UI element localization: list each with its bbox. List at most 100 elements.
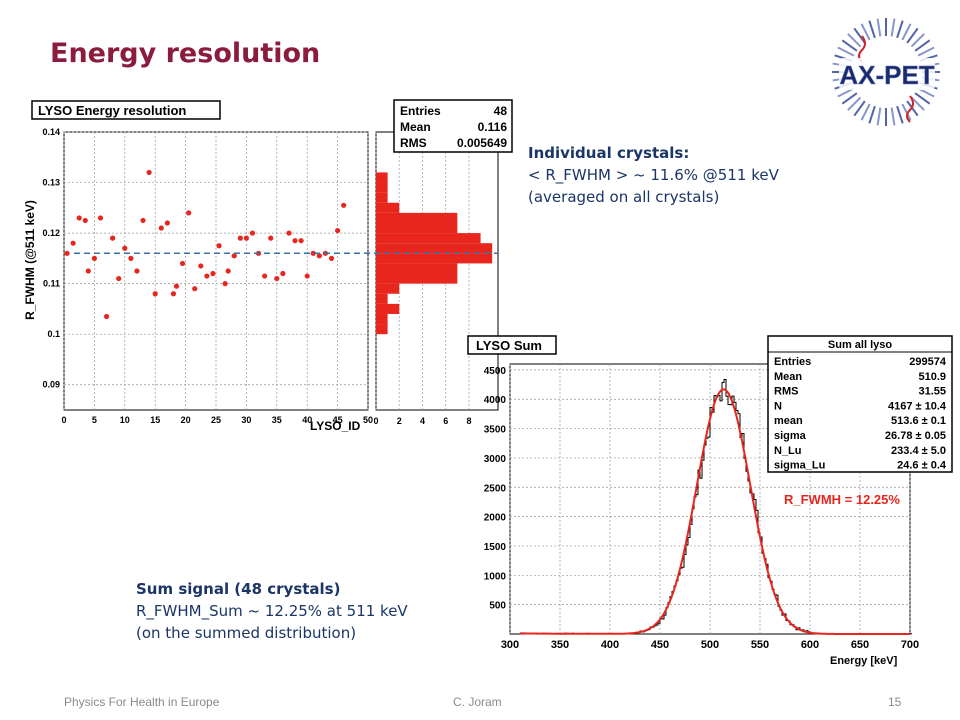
scatter-point [186,210,192,216]
logo-rays [832,18,940,126]
spectrum-xtick-label: 450 [651,639,669,651]
logo-ray [896,105,904,124]
logo-ray [914,39,931,52]
hist-bar [376,293,388,304]
individual-line1: < R_FWHM > ~ 11.6% @511 keV [528,166,779,184]
scatter-ytick-label: 0.12 [42,228,60,238]
spectrum-stat-value: 233.4 ± 5.0 [891,445,946,457]
logo-ray [901,103,912,121]
hist-stat-label: RMS [400,136,427,150]
spectrum-stats-box [767,335,953,473]
spectrum-xtick-label: 550 [751,639,769,651]
spectrum-stat-label: Mean [774,371,802,383]
spectrum-xtick-label: 300 [501,639,519,651]
logo-ray [906,27,919,44]
spectrum-ytick-label: 2000 [484,513,507,524]
logo-ray [853,27,866,44]
hist-bar [376,243,493,254]
scatter-point [316,253,322,259]
scatter-point [179,260,186,267]
scatter-point [82,217,88,224]
footer-center: C. Joram [453,695,502,709]
spectrum-stat-value: 510.9 [918,371,946,383]
sum-note: Sum signal (48 crystals) R_FWHM_Sum ~ 12… [136,578,466,644]
scatter-xtick-label: 0 [61,415,66,425]
scatter-point [192,286,198,292]
hist-bar [376,233,481,244]
logo-ray [860,103,871,121]
hist-stat-value: 0.116 [478,120,508,134]
logo-ray [837,46,855,57]
scatter-point [85,268,91,274]
spectrum-ytick-label: 1500 [484,542,507,553]
logo-ray [890,107,896,126]
spectrum-stats-title: Sum all lyso [828,339,892,351]
logo-wave [906,95,914,123]
scatter-point [170,291,177,297]
hist-xtick-label: 0 [374,416,379,426]
hist-bar [376,263,458,274]
spectrum-stat-value: 4167 ± 10.4 [888,400,947,412]
scatter-xtick-label: 30 [241,415,251,425]
hist-bar [376,192,388,203]
scatter-point [280,270,286,277]
scatter-point [216,243,222,249]
scatter-xlabel: LYSO_ID [310,419,361,433]
scatter-ytick-label: 0.13 [42,178,60,188]
spectrum-title-box [467,335,557,355]
scatter-grid [63,131,369,410]
logo-ray [868,20,876,39]
projection-histogram: 0 2 4 6 8 Entries 48 Mean 0.116 RMS 0.005649 [374,99,513,426]
spectrum-fit-curve [520,388,910,635]
scatter-point [249,230,256,236]
scatter-point [286,230,292,236]
hist-xtick-label: 2 [397,416,402,426]
hist-bar [376,273,458,284]
hist-stats-box [393,99,513,153]
hist-xtick-label: 6 [443,416,448,426]
scatter-xtick-label: 35 [272,415,282,425]
spectrum-ytick-label: 500 [489,601,506,612]
scatter-point [140,217,146,224]
spectrum-xtick-label: 700 [901,639,919,651]
scatter-xtick-label: 10 [120,415,130,425]
logo-ray [910,96,925,111]
scatter-ticks: 0 5 10 15 20 25 30 35 40 45 50 0.09 0.1 0.11 0.12 0.13 0… [42,127,373,425]
scatter-xtick-label: 40 [302,415,312,425]
logo-ray [847,33,862,48]
page-number: 15 [888,695,902,709]
scatter-ytick-label: 0.1 [47,329,60,339]
hist-ticks: 0 2 4 6 8 [374,416,471,426]
hist-bar [376,172,388,183]
logo-ray [860,23,871,41]
ax-pet-logo: AX-PET [832,18,940,126]
spectrum-title: LYSO Sum [476,338,542,353]
spectrum-xlabel: Energy [keV] [830,655,898,667]
hist-bar [376,313,388,325]
spectrum-stat-label: Entries [774,356,811,368]
scatter-point [158,225,164,231]
scatter-point [76,215,82,221]
spectrum-stat-label: sigma_Lu [774,460,825,472]
spectrum-stat-label: RMS [774,386,798,398]
scatter-point [134,268,140,274]
scatter-point [335,227,341,234]
spectrum-stat-label: mean [774,415,803,427]
hist-xtick-label: 8 [466,416,471,426]
spectrum-stat-value: 24.6 ± 0.4 [897,460,947,472]
scatter-point [222,281,228,287]
fwhm-annotation: R_FWMH = 12.25% [784,492,900,507]
logo-ray [847,96,862,111]
scatter-point [341,202,347,208]
scatter-plot: 0 5 10 15 20 25 30 35 40 45 50 0.09 0.1 0.11 0.12 0.13 0… [23,100,373,433]
hist-bars [376,172,493,335]
spectrum-ytick-label: 3500 [484,425,507,436]
scatter-xtick-label: 45 [333,415,343,425]
scatter-point [298,238,304,244]
spectrum-xtick-label: 600 [801,639,819,651]
hist-bar [376,324,388,335]
scatter-point [198,263,204,269]
logo-ray [896,20,904,39]
scatter-point [243,235,249,241]
scatter-xtick-label: 50 [363,415,373,425]
